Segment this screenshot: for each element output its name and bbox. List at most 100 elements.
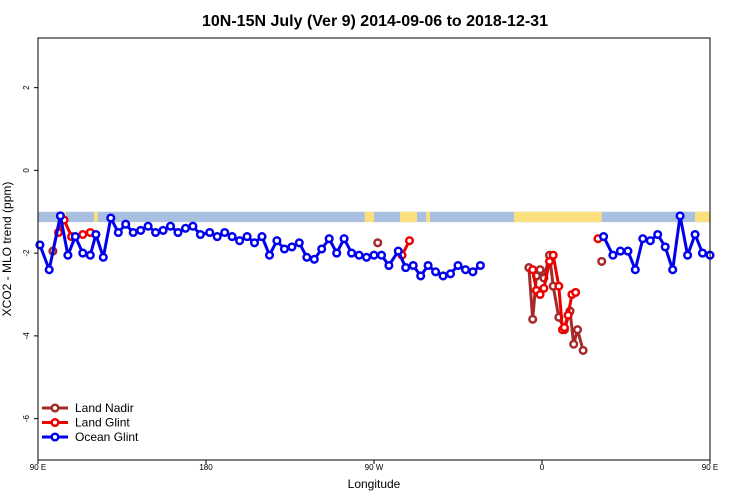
data-point [539,283,549,293]
data-point [563,310,573,320]
x-tick-label: 90 E [702,463,718,472]
legend-swatch-marker [50,417,60,428]
data-point [690,229,700,240]
data-point [235,236,245,246]
data-point [630,265,640,275]
data-point [445,269,456,279]
data-point [106,213,116,223]
legend-item-land-glint: Land Glint [42,416,130,430]
legend-item-ocean-glint: Ocean Glint [42,430,139,444]
x-tick-label: 90 W [365,463,384,472]
data-point [85,250,95,260]
data-point [70,232,80,242]
land-band [514,211,602,223]
data-point [220,227,230,238]
data-point [249,238,260,248]
data-point [287,242,297,252]
data-point [180,223,191,233]
data-point [212,232,222,242]
data-point [559,323,569,333]
data-point [347,248,357,258]
data-point [675,211,685,221]
data-point [257,232,267,242]
x-tick-label: 90 E [30,463,46,472]
x-tick-label: 0 [540,463,545,472]
data-point [660,242,670,252]
data-point [309,254,319,264]
data-point [453,260,463,271]
series-line [602,214,711,272]
data-point [578,345,588,355]
data-point [393,246,403,256]
y-tick-label: 2 [22,85,31,90]
data-point [373,238,383,248]
data-point [78,248,88,258]
data-point [376,250,387,260]
data-point [572,325,583,335]
x-tick-label: 180 [199,463,213,472]
data-point [528,265,538,275]
land-band [426,211,430,223]
data-point [697,248,708,258]
data-point [294,238,304,248]
legend-item-land-nadir: Land Nadir [42,401,134,415]
data-point [354,250,364,260]
y-tick-label: 0 [22,168,31,173]
data-point [645,236,655,246]
data-point [548,250,558,260]
y-tick-label: -6 [22,414,31,422]
data-point [136,225,146,235]
data-point [361,252,372,262]
data-point [615,246,625,256]
x-axis-title: Longitude [348,477,401,491]
data-point [423,260,433,271]
data-point [438,271,448,281]
land-band [364,211,374,223]
data-point [242,232,252,242]
data-point [528,314,538,324]
land-band [400,211,417,223]
data-point [597,256,607,266]
data-point [279,244,289,254]
data-point [384,260,394,271]
data-point [408,260,418,271]
y-tick-label: -2 [22,249,31,257]
data-point [431,267,441,277]
data-point [55,211,65,221]
data-point [404,236,415,246]
data-point [128,227,138,238]
data-point [205,227,215,238]
data-point [475,260,485,271]
data-point [599,232,609,242]
data-point [151,227,161,238]
data-point [195,229,205,240]
y-axis-title: XCO2 - MLO trend (ppm) [0,182,14,317]
data-point [158,225,168,235]
data-point [264,250,275,260]
data-point [173,227,183,238]
data-point [121,219,131,229]
data-point [653,229,663,240]
data-point [468,267,478,277]
data-point [401,263,411,273]
data-point [339,234,349,244]
data-point [535,289,545,300]
data-point [683,250,693,260]
data-point [668,265,678,275]
data-point [324,234,334,244]
data-point [369,250,379,260]
data-point [91,229,101,240]
y-axis: 2 0 -2 -4 -6 [22,85,38,422]
land-ocean-strip [38,211,710,223]
legend-label: Ocean Glint [75,430,139,444]
data-point [554,281,564,291]
data-point [78,229,88,240]
series-ocean-glint [35,211,715,281]
x-axis: 90 E 180 90 W 0 90 E [30,460,718,472]
legend-swatch-marker [50,432,60,442]
y-tick-label: -4 [22,332,31,340]
land-band [695,211,710,223]
legend-swatch-marker [50,403,60,413]
